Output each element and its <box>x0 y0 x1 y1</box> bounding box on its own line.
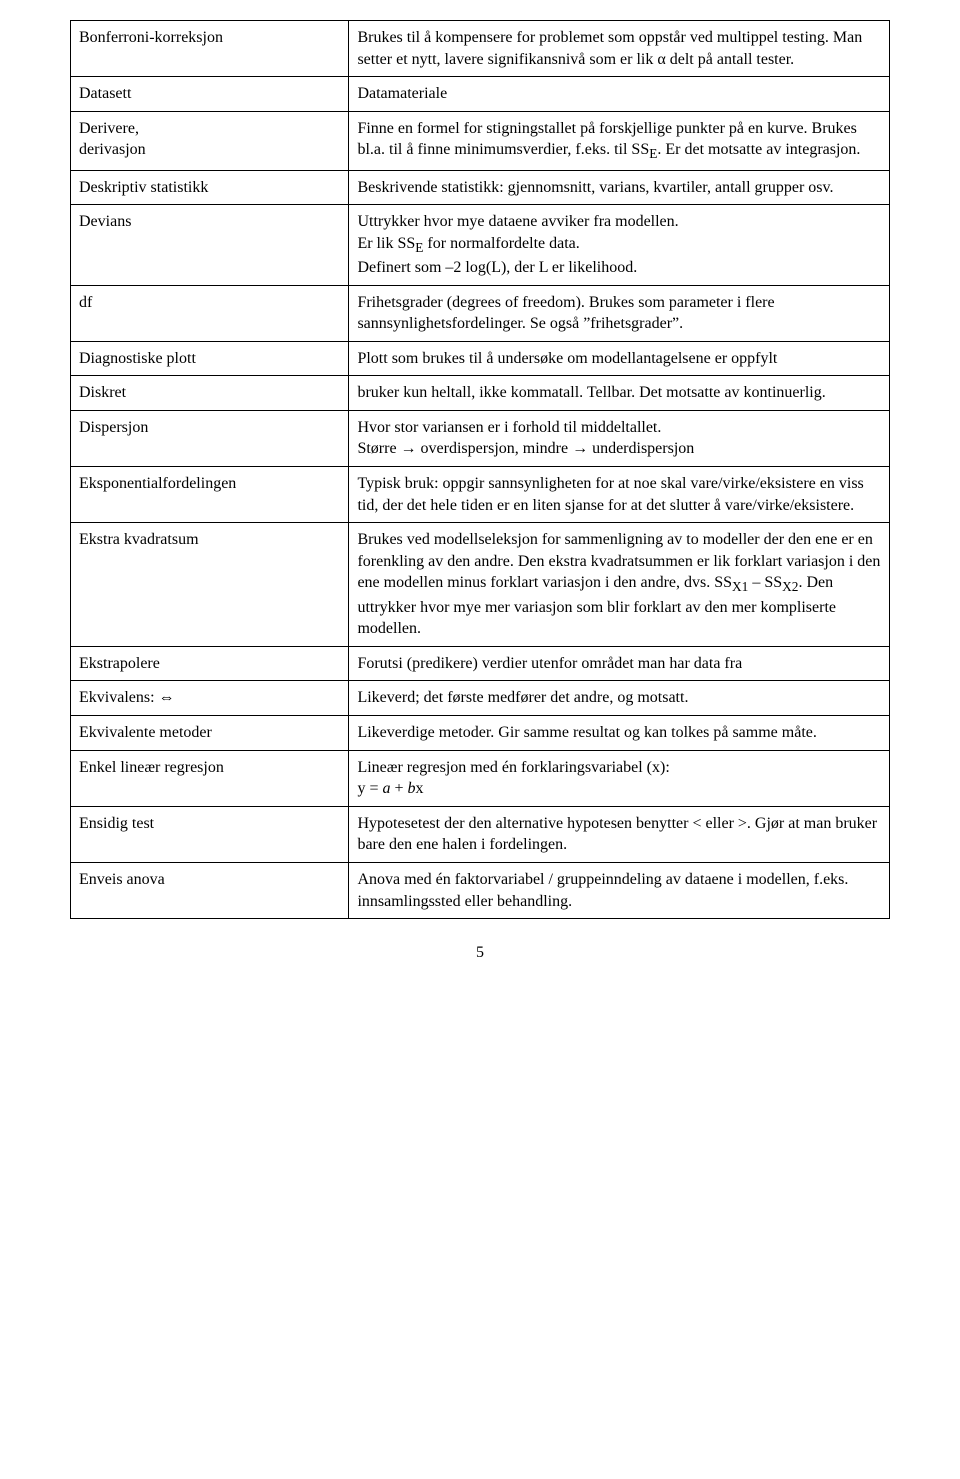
term-cell: df <box>71 285 349 341</box>
definition-cell: Finne en formel for stigningstallet på f… <box>349 111 890 170</box>
table-row: DatasettDatamateriale <box>71 77 890 112</box>
table-row: Ekstra kvadratsumBrukes ved modellseleks… <box>71 523 890 647</box>
definition-cell: Frihetsgrader (degrees of freedom). Bruk… <box>349 285 890 341</box>
term-cell: Ekvivalens: ⇔ <box>71 681 349 716</box>
table-row: Derivere,derivasjonFinne en formel for s… <box>71 111 890 170</box>
definition-cell: Plott som brukes til å undersøke om mode… <box>349 341 890 376</box>
definition-cell: Brukes til å kompensere for problemet so… <box>349 21 890 77</box>
term-cell: Ensidig test <box>71 806 349 862</box>
definition-cell: Brukes ved modellseleksjon for sammenlig… <box>349 523 890 647</box>
term-cell: Devians <box>71 205 349 285</box>
definition-cell: Beskrivende statistikk: gjennomsnitt, va… <box>349 170 890 205</box>
term-cell: Derivere,derivasjon <box>71 111 349 170</box>
table-row: DispersjonHvor stor variansen er i forho… <box>71 410 890 466</box>
term-cell: Ekvivalente metoder <box>71 715 349 750</box>
definition-cell: Lineær regresjon med én forklaringsvaria… <box>349 750 890 806</box>
definition-cell: Anova med én faktorvariabel / gruppeinnd… <box>349 862 890 918</box>
term-cell: Enkel lineær regresjon <box>71 750 349 806</box>
definition-cell: Likeverd; det første medfører det andre,… <box>349 681 890 716</box>
definition-cell: Forutsi (predikere) verdier utenfor områ… <box>349 646 890 681</box>
table-row: EkstrapolereForutsi (predikere) verdier … <box>71 646 890 681</box>
table-row: Enveis anovaAnova med én faktorvariabel … <box>71 862 890 918</box>
table-row: Enkel lineær regresjonLineær regresjon m… <box>71 750 890 806</box>
term-cell: Eksponentialfordelingen <box>71 467 349 523</box>
table-row: Ensidig testHypotesetest der den alterna… <box>71 806 890 862</box>
table-row: Ekvivalente metoderLikeverdige metoder. … <box>71 715 890 750</box>
term-cell: Diskret <box>71 376 349 411</box>
definition-cell: Hypotesetest der den alternative hypotes… <box>349 806 890 862</box>
term-cell: Deskriptiv statistikk <box>71 170 349 205</box>
term-cell: Datasett <box>71 77 349 112</box>
table-row: EksponentialfordelingenTypisk bruk: oppg… <box>71 467 890 523</box>
term-cell: Bonferroni-korreksjon <box>71 21 349 77</box>
table-row: dfFrihetsgrader (degrees of freedom). Br… <box>71 285 890 341</box>
table-row: Diskretbruker kun heltall, ikke kommatal… <box>71 376 890 411</box>
definition-cell: bruker kun heltall, ikke kommatall. Tell… <box>349 376 890 411</box>
page-number: 5 <box>70 944 890 962</box>
table-row: DeviansUttrykker hvor mye dataene avvike… <box>71 205 890 285</box>
term-cell: Enveis anova <box>71 862 349 918</box>
term-cell: Diagnostiske plott <box>71 341 349 376</box>
term-cell: Ekstrapolere <box>71 646 349 681</box>
definition-cell: Datamateriale <box>349 77 890 112</box>
term-cell: Ekstra kvadratsum <box>71 523 349 647</box>
definition-cell: Likeverdige metoder. Gir samme resultat … <box>349 715 890 750</box>
glossary-body: Bonferroni-korreksjonBrukes til å kompen… <box>71 21 890 919</box>
term-cell: Dispersjon <box>71 410 349 466</box>
definition-cell: Hvor stor variansen er i forhold til mid… <box>349 410 890 466</box>
table-row: Ekvivalens: ⇔Likeverd; det første medfør… <box>71 681 890 716</box>
glossary-table: Bonferroni-korreksjonBrukes til å kompen… <box>70 20 890 919</box>
table-row: Deskriptiv statistikkBeskrivende statist… <box>71 170 890 205</box>
definition-cell: Uttrykker hvor mye dataene avviker fra m… <box>349 205 890 285</box>
table-row: Bonferroni-korreksjonBrukes til å kompen… <box>71 21 890 77</box>
definition-cell: Typisk bruk: oppgir sannsynligheten for … <box>349 467 890 523</box>
table-row: Diagnostiske plottPlott som brukes til å… <box>71 341 890 376</box>
